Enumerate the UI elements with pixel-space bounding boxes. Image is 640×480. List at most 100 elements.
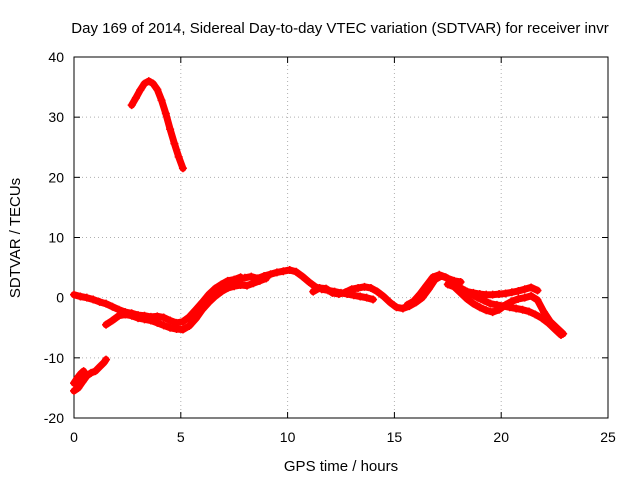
data-point: [131, 93, 140, 102]
data-point: [356, 292, 365, 301]
data-point: [456, 288, 465, 297]
data-point: [221, 279, 230, 288]
data-point: [435, 270, 444, 279]
data-point: [514, 294, 523, 303]
data-point: [546, 317, 555, 326]
x-axis-label: GPS time / hours: [284, 458, 398, 475]
y-axis-label: SDTVAR / TECUs: [7, 178, 24, 298]
y-tick-label: 40: [48, 49, 64, 65]
data-point: [82, 371, 91, 380]
data-point: [373, 287, 382, 296]
data-point: [422, 281, 431, 290]
axis-ticks: 0 5 10 15 20 25 -20 -10 0 10 20 30 40: [44, 49, 616, 445]
data-point: [322, 284, 331, 293]
data-point: [178, 317, 187, 326]
data-point: [533, 286, 542, 295]
data-point: [334, 290, 343, 299]
data-point: [95, 297, 104, 306]
data-point: [518, 305, 527, 314]
data-point: [309, 287, 318, 296]
data-point: [369, 295, 378, 304]
x-tick-label: 20: [493, 429, 509, 445]
data-point: [191, 314, 200, 323]
data-point: [533, 296, 542, 305]
data-point: [512, 304, 521, 313]
data-point: [428, 273, 437, 282]
data-point: [403, 300, 412, 309]
data-point: [178, 164, 187, 173]
data-point: [114, 311, 123, 320]
series-arc-7: [463, 283, 542, 299]
data-point: [140, 79, 149, 88]
data-point: [108, 302, 117, 311]
data-point: [102, 299, 111, 308]
data-point: [360, 282, 369, 291]
data-point: [253, 274, 262, 283]
data-point: [392, 303, 401, 312]
data-point: [495, 305, 504, 314]
y-tick-label: -20: [44, 410, 64, 426]
x-tick-label: 5: [177, 429, 185, 445]
data-point: [328, 288, 337, 297]
data-point: [166, 316, 175, 325]
data-point: [298, 272, 307, 281]
data-point: [159, 313, 168, 322]
data-point: [89, 295, 98, 304]
data-point: [121, 310, 130, 319]
data-point: [70, 379, 78, 388]
x-tick-label: 25: [600, 429, 616, 445]
data-point: [279, 267, 288, 276]
data-point: [272, 268, 281, 277]
data-point: [234, 275, 243, 284]
data-point: [552, 323, 561, 332]
data-point: [531, 310, 540, 319]
data-point: [539, 308, 548, 317]
data-point: [285, 265, 294, 274]
data-point: [304, 278, 313, 287]
data-point: [149, 79, 158, 88]
data-point: [469, 288, 478, 297]
data-point: [157, 96, 166, 105]
data-point: [409, 297, 418, 306]
data-point: [520, 293, 529, 302]
chart-title: Day 169 of 2014, Sidereal Day-to-day VTE…: [71, 20, 608, 37]
data-point: [240, 273, 249, 282]
data-point: [349, 291, 358, 300]
data-point: [140, 315, 149, 324]
series-arc-9: [70, 355, 111, 395]
data-point: [354, 284, 363, 293]
data-point: [127, 311, 136, 320]
data-point: [228, 276, 237, 285]
data-point: [463, 287, 472, 296]
data-point: [79, 367, 88, 376]
data-point: [379, 292, 388, 301]
data-point: [469, 299, 478, 308]
data-series: [70, 77, 568, 395]
data-point: [341, 288, 350, 297]
series-arc-8: [127, 77, 187, 173]
data-point: [486, 299, 495, 308]
data-point: [507, 297, 516, 306]
data-point: [108, 316, 117, 325]
data-point: [185, 321, 194, 330]
data-point: [82, 293, 91, 302]
data-point: [74, 383, 83, 392]
data-point: [559, 329, 568, 338]
data-point: [159, 321, 168, 330]
data-point: [208, 287, 217, 296]
data-point: [524, 307, 533, 316]
data-point: [501, 289, 510, 298]
y-tick-label: 20: [48, 169, 64, 185]
y-tick-label: -10: [44, 350, 64, 366]
data-point: [520, 285, 529, 294]
data-point: [178, 325, 187, 334]
data-point: [136, 86, 145, 95]
data-point: [347, 285, 356, 294]
data-point: [146, 316, 155, 325]
data-point: [501, 300, 510, 309]
data-point: [514, 287, 523, 296]
data-point: [482, 306, 491, 315]
data-point: [70, 386, 78, 395]
data-point: [102, 355, 111, 364]
